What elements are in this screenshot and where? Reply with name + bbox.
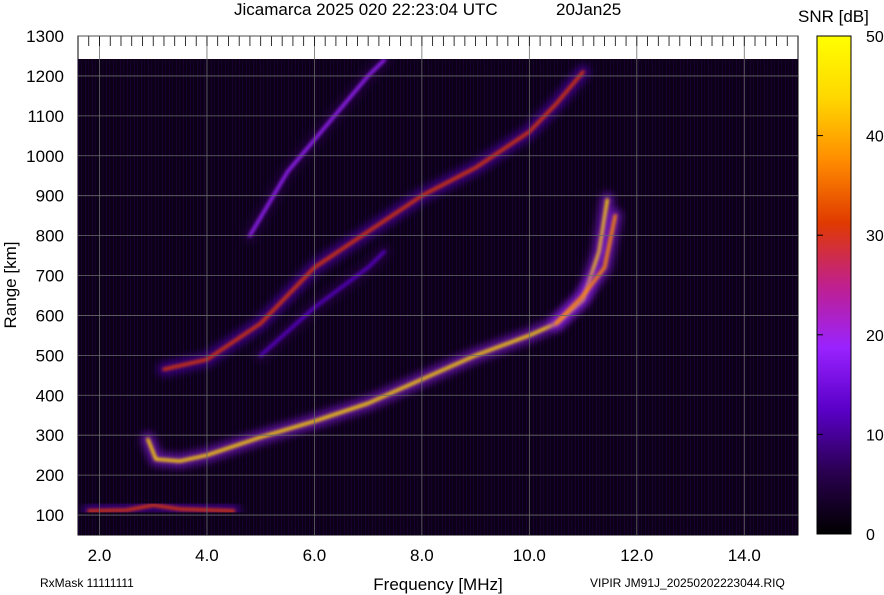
x-tick-label: 10.0	[513, 546, 546, 565]
colorbar-label: SNR [dB]	[798, 7, 869, 26]
file-label: VIPIR JM91J_20250202223044.RIQ	[590, 576, 785, 590]
trace-7	[259, 250, 386, 357]
colorbar-tick-label: 20	[866, 328, 884, 345]
colorbar-tick-label: 10	[866, 427, 884, 444]
y-tick-labels: 100 200 300 400 500 600 700 800 900 1000 1100 1200 1…	[26, 27, 64, 525]
trace-4	[554, 214, 617, 325]
traces-layer	[78, 59, 798, 522]
y-tick-label: 1000	[26, 147, 64, 166]
x-tick-label: 6.0	[303, 546, 327, 565]
chart-title: Jicamarca 2025 020 22:23:04 UTC	[234, 0, 498, 19]
y-tick-label: 100	[36, 506, 64, 525]
y-tick-label: 800	[36, 227, 64, 246]
colorbar-tick-label: 30	[866, 228, 884, 245]
colorbar-tick-label: 0	[866, 527, 875, 544]
y-tick-label: 600	[36, 306, 64, 325]
y-tick-label: 1300	[26, 27, 64, 46]
colorbar-tick-labels: 0 10 20 30 40 50	[817, 29, 884, 544]
grid-layer	[78, 35, 798, 535]
x-tick-labels: 2.0 4.0 6.0 8.0 10.0 12.0 14.0	[88, 546, 761, 565]
x-tick-label: 8.0	[410, 546, 434, 565]
x-axis-label: Frequency [MHz]	[373, 575, 502, 594]
y-tick-label: 900	[36, 187, 64, 206]
colorbar-tick-label: 40	[866, 129, 884, 146]
y-axis-label: Range [km]	[1, 242, 20, 329]
trace-5	[162, 70, 585, 371]
y-tick-label: 400	[36, 386, 64, 405]
x-tick-label: 12.0	[620, 546, 653, 565]
x-tick-label: 2.0	[88, 546, 112, 565]
trace-2	[87, 503, 236, 513]
y-tick-label: 1200	[26, 67, 64, 86]
chart-date: 20Jan25	[556, 0, 621, 19]
colorbar	[816, 35, 852, 535]
x-tick-label: 14.0	[728, 546, 761, 565]
colorbar-tick-label: 50	[866, 29, 884, 46]
x-tick-label: 4.0	[195, 546, 219, 565]
rxmask-label: RxMask 11111111	[40, 576, 134, 590]
y-tick-label: 700	[36, 267, 64, 286]
y-tick-label: 200	[36, 466, 64, 485]
y-tick-label: 300	[36, 426, 64, 445]
y-tick-label: 1100	[27, 107, 64, 126]
y-tick-label: 500	[36, 346, 64, 365]
